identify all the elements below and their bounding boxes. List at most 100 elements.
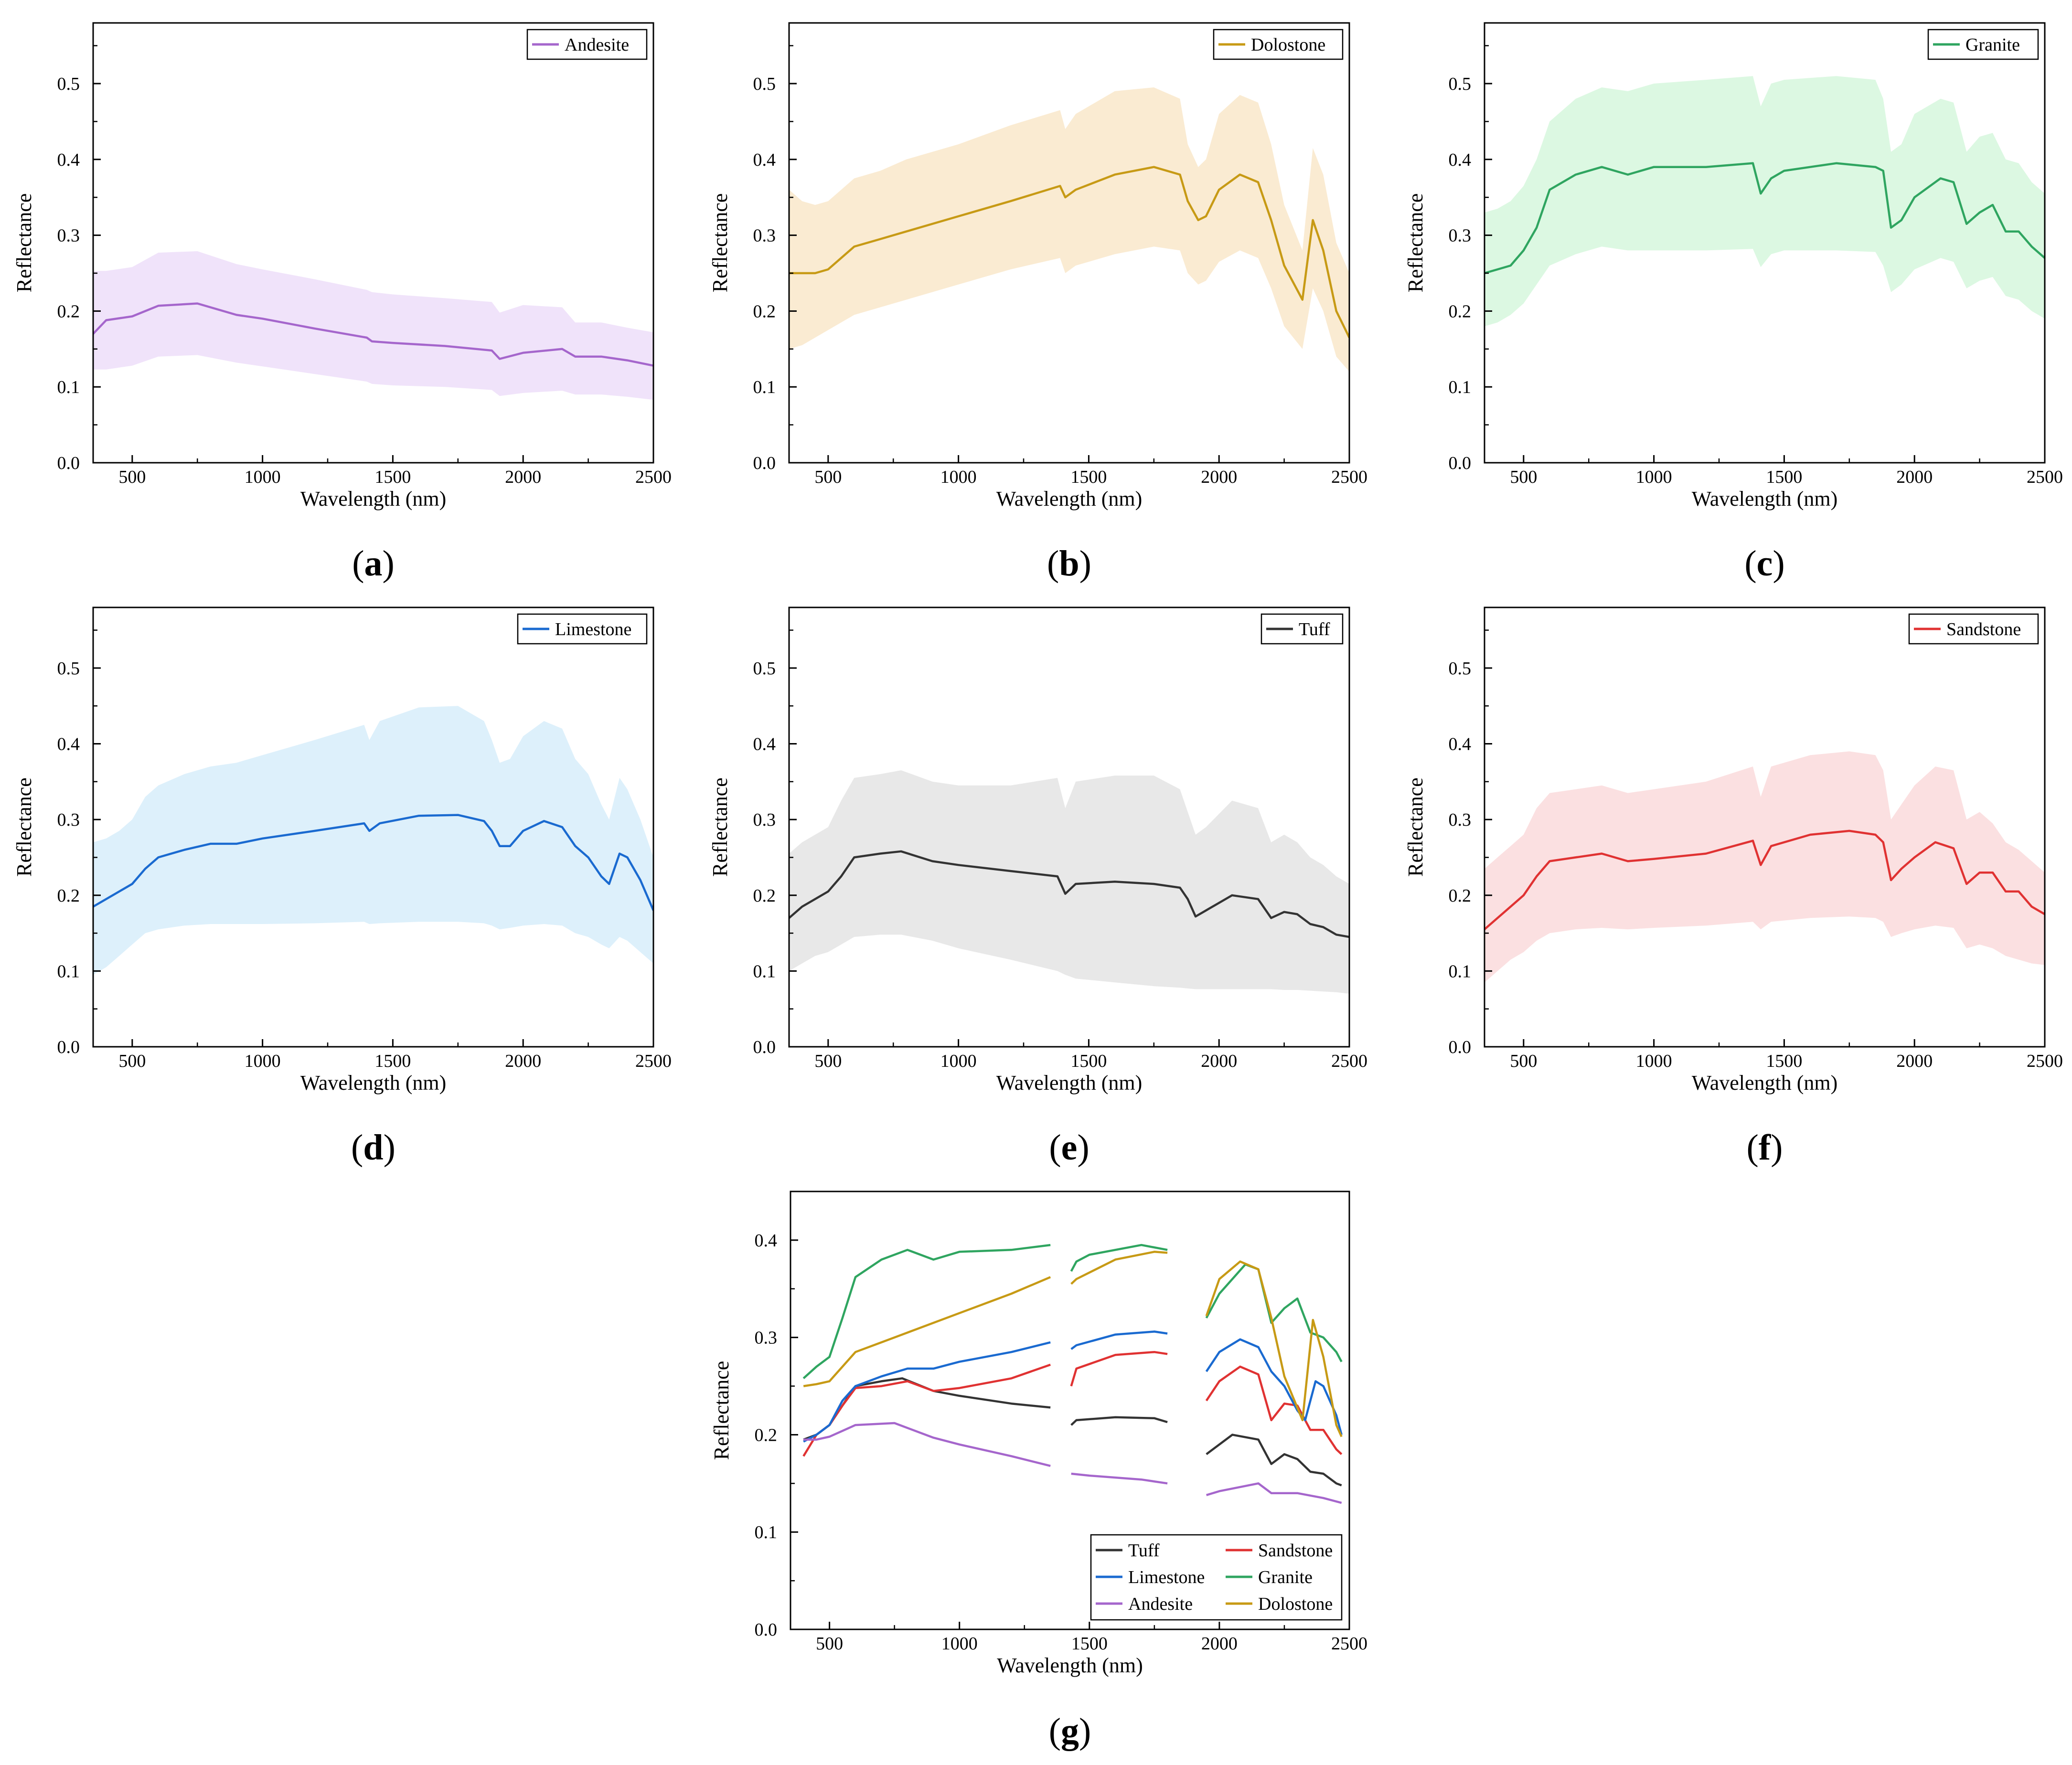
x-tick-label: 2500 — [1331, 1634, 1367, 1654]
x-tick-label: 1500 — [1071, 1634, 1108, 1654]
legend: Tuff Sandstone Limestone Granite Andesite Dol… — [1090, 1534, 1343, 1621]
legend-label: Dolostone — [1251, 35, 1325, 55]
series-line-limestone-seg1 — [803, 1341, 1051, 1443]
y-tick-label: 0.2 — [753, 886, 776, 906]
y-axis-title: Reflectance — [1404, 193, 1427, 293]
plot-area — [802, 1244, 1343, 1504]
x-tick-label: 1000 — [1636, 467, 1672, 487]
x-tick-label: 1500 — [374, 467, 411, 487]
x-tick-label: 500 — [1510, 1051, 1537, 1071]
y-tick-label: 0.1 — [755, 1522, 778, 1542]
series-line-andesite-seg3 — [1206, 1482, 1342, 1504]
y-tick-label: 0.0 — [753, 453, 776, 473]
y-tick-label: 0.3 — [1449, 226, 1472, 246]
panel-label: (d) — [351, 1127, 395, 1168]
y-axis-title: Reflectance — [1404, 777, 1427, 877]
y-tick-label: 0.1 — [57, 961, 80, 981]
panel-label: (f) — [1747, 1127, 1783, 1168]
x-tick-label: 1500 — [1766, 1051, 1802, 1071]
x-axis-title: Wavelength (nm) — [996, 487, 1143, 510]
x-tick-label: 2000 — [1201, 1634, 1238, 1654]
x-tick-label: 1000 — [940, 467, 977, 487]
std-band-granite — [1485, 76, 2045, 327]
chart-panel-a: 500 1000 1500 2000 2500 0.0 0.1 0.2 0.3 0.4 0.5 Wav… — [12, 22, 672, 584]
y-tick-label: 0.4 — [753, 150, 776, 170]
panel-label: (c) — [1744, 543, 1784, 584]
legend-label: Sandstone — [1258, 1541, 1333, 1561]
std-band-andesite — [93, 251, 653, 400]
y-tick-label: 0.3 — [753, 810, 776, 830]
series-line-tuff-seg2 — [1070, 1416, 1168, 1426]
legend-label: Limestone — [555, 619, 631, 639]
panel-label: (b) — [1047, 543, 1091, 584]
series-line-granite-seg2 — [1070, 1244, 1168, 1272]
series-line-sandstone-seg2 — [1070, 1350, 1168, 1387]
chart-panel-g: 500 1000 1500 2000 2500 0.0 0.1 0.2 0.3 0.4 Wavele… — [710, 1191, 1367, 1751]
x-tick-label: 2000 — [1201, 1051, 1237, 1071]
plot-frame — [790, 1191, 1350, 1630]
y-tick-label: 0.5 — [1449, 74, 1472, 94]
y-tick-label: 0.0 — [753, 1037, 776, 1057]
x-tick-label: 2500 — [635, 467, 672, 487]
plot-frame — [788, 22, 1350, 464]
legend: Granite — [1927, 29, 2039, 60]
series-line-andesite-seg2 — [1071, 1472, 1168, 1485]
y-tick-label: 0.2 — [755, 1425, 778, 1445]
x-tick-label: 1500 — [1070, 467, 1107, 487]
std-band-limestone — [93, 706, 653, 975]
y-tick-label: 0.3 — [753, 226, 776, 246]
mean-line-sandstone — [1485, 829, 2045, 930]
y-axis-title: Reflectance — [708, 193, 732, 293]
x-tick-label: 1500 — [1070, 1051, 1107, 1071]
x-tick-label: 1500 — [374, 1051, 411, 1071]
legend-label: Limestone — [1128, 1567, 1205, 1587]
y-tick-label: 0.2 — [57, 301, 80, 321]
plot-frame — [92, 606, 654, 1048]
x-axis-title: Wavelength (nm) — [300, 487, 447, 510]
chart-panel-f: 500 1000 1500 2000 2500 0.0 0.1 0.2 0.3 0.4 0.5 Wav… — [1404, 606, 2063, 1168]
panel-label: (a) — [352, 543, 395, 584]
series-line-sandstone-seg3 — [1205, 1365, 1343, 1455]
mean-line-tuff — [789, 850, 1349, 938]
y-tick-label: 0.5 — [57, 659, 80, 679]
x-tick-label: 2500 — [2027, 1051, 2063, 1071]
panel-label: (g) — [1049, 1711, 1091, 1751]
y-tick-label: 0.4 — [57, 150, 80, 170]
x-tick-label: 1000 — [1636, 1051, 1672, 1071]
legend-label: Dolostone — [1258, 1594, 1333, 1614]
plot-frame — [92, 22, 654, 464]
x-tick-label: 500 — [118, 467, 146, 487]
x-tick-label: 2000 — [1201, 467, 1237, 487]
y-tick-label: 0.2 — [753, 301, 776, 321]
y-tick-label: 0.3 — [57, 810, 80, 830]
y-tick-label: 0.0 — [57, 1037, 80, 1057]
mean-line-granite — [1485, 162, 2045, 275]
series-line-andesite-seg1 — [803, 1422, 1051, 1467]
x-tick-label: 2000 — [1896, 1051, 1933, 1071]
series-line-limestone-seg2 — [1070, 1330, 1168, 1350]
x-tick-label: 500 — [1510, 467, 1537, 487]
y-tick-label: 0.1 — [753, 377, 776, 397]
mean-line-dolostone — [789, 166, 1349, 338]
x-tick-label: 500 — [816, 1634, 843, 1654]
series-line-dolostone-seg2 — [1070, 1251, 1168, 1285]
y-tick-label: 0.3 — [57, 226, 80, 246]
y-tick-label: 0.4 — [1449, 150, 1472, 170]
panel-label: (e) — [1049, 1127, 1089, 1168]
x-tick-label: 1000 — [941, 1634, 978, 1654]
std-band-tuff — [789, 770, 1349, 994]
x-axis-title: Wavelength (nm) — [996, 1071, 1143, 1095]
series-line-granite-seg1 — [802, 1244, 1051, 1379]
x-tick-label: 2000 — [505, 1051, 541, 1071]
plot-area — [1485, 751, 2045, 983]
legend-label: Andesite — [1128, 1594, 1193, 1614]
plot-area — [93, 251, 653, 400]
chart-panel-e: 500 1000 1500 2000 2500 0.0 0.1 0.2 0.3 0.4 0.5 Wav… — [708, 606, 1367, 1168]
y-tick-label: 0.0 — [57, 453, 80, 473]
y-tick-label: 0.2 — [57, 886, 80, 906]
y-tick-label: 0.5 — [1449, 659, 1472, 679]
x-tick-label: 500 — [814, 467, 842, 487]
plot-frame — [788, 606, 1350, 1048]
x-tick-label: 1500 — [1766, 467, 1802, 487]
